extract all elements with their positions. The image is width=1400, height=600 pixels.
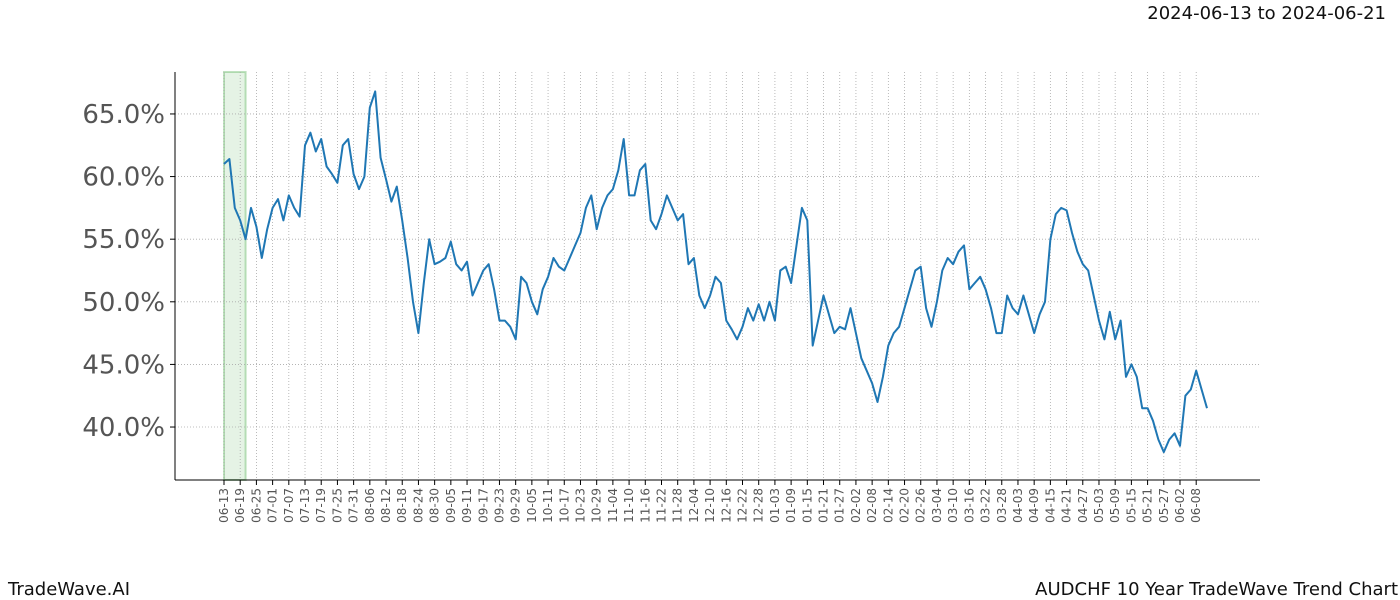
x-tick-label: 12-22 bbox=[736, 488, 750, 523]
x-tick-label: 05-27 bbox=[1157, 488, 1171, 523]
x-tick-label: 10-23 bbox=[573, 488, 587, 523]
x-tick-label: 05-15 bbox=[1124, 488, 1138, 523]
x-tick-label: 05-09 bbox=[1108, 488, 1122, 523]
x-tick-label: 01-27 bbox=[833, 488, 847, 523]
x-tick-label: 10-11 bbox=[541, 488, 555, 523]
x-tick-label: 03-28 bbox=[995, 488, 1009, 523]
x-tick-label: 11-04 bbox=[606, 488, 620, 523]
x-tick-label: 06-19 bbox=[233, 488, 247, 523]
x-tick-label: 07-31 bbox=[347, 488, 361, 523]
x-tick-label: 03-22 bbox=[979, 488, 993, 523]
x-tick-label: 01-21 bbox=[817, 488, 831, 523]
x-tick-label: 08-18 bbox=[395, 488, 409, 523]
x-tick-label: 06-13 bbox=[217, 488, 231, 523]
x-tick-label: 08-24 bbox=[411, 488, 425, 523]
x-tick-label: 03-16 bbox=[962, 488, 976, 523]
x-tick-label: 05-03 bbox=[1092, 488, 1106, 523]
x-tick-label: 11-16 bbox=[638, 488, 652, 523]
x-tick-label: 09-17 bbox=[476, 488, 490, 523]
x-tick-label: 08-30 bbox=[428, 488, 442, 523]
x-tick-label: 02-14 bbox=[881, 488, 895, 523]
y-tick-label: 45.0% bbox=[82, 350, 165, 380]
x-tick-label: 07-13 bbox=[298, 488, 312, 523]
x-tick-label: 06-25 bbox=[249, 488, 263, 523]
x-tick-label: 04-09 bbox=[1027, 488, 1041, 523]
x-tick-label: 12-04 bbox=[687, 488, 701, 523]
x-tick-label: 10-17 bbox=[557, 488, 571, 523]
x-tick-label: 04-27 bbox=[1076, 488, 1090, 523]
x-tick-label: 04-03 bbox=[1011, 488, 1025, 523]
x-tick-label: 12-28 bbox=[752, 488, 766, 523]
x-tick-label: 10-29 bbox=[590, 488, 604, 523]
x-tick-label: 10-05 bbox=[525, 488, 539, 523]
x-tick-label: 09-23 bbox=[492, 488, 506, 523]
x-tick-label: 04-15 bbox=[1043, 488, 1057, 523]
y-tick-label: 40.0% bbox=[82, 413, 165, 443]
x-tick-label: 09-29 bbox=[509, 488, 523, 523]
x-tick-label: 06-08 bbox=[1189, 488, 1203, 523]
y-tick-label: 50.0% bbox=[82, 288, 165, 318]
chart-subtitle: 2024-06-13 to 2024-06-21 bbox=[1147, 3, 1386, 24]
x-tick-label: 07-19 bbox=[314, 488, 328, 523]
y-tick-label: 55.0% bbox=[82, 225, 165, 255]
chart-title: AUDCHF 10 Year TradeWave Trend Chart bbox=[1035, 579, 1398, 600]
x-tick-label: 03-04 bbox=[930, 488, 944, 523]
x-tick-label: 12-16 bbox=[719, 488, 733, 523]
x-tick-label: 02-26 bbox=[914, 488, 928, 523]
x-tick-label: 01-03 bbox=[768, 488, 782, 523]
x-tick-label: 11-10 bbox=[622, 488, 636, 523]
watermark: TradeWave.AI bbox=[7, 579, 130, 600]
x-tick-label: 03-10 bbox=[946, 488, 960, 523]
x-tick-label: 06-02 bbox=[1173, 488, 1187, 523]
x-tick-label: 07-25 bbox=[330, 488, 344, 523]
x-tick-label: 11-28 bbox=[671, 488, 685, 523]
x-tick-label: 12-10 bbox=[703, 488, 717, 523]
data-line bbox=[223, 90, 1208, 454]
x-tick-label: 02-20 bbox=[898, 488, 912, 523]
x-tick-label: 09-05 bbox=[444, 488, 458, 523]
x-tick-label: 11-22 bbox=[654, 488, 668, 523]
highlight-band bbox=[223, 71, 247, 481]
x-tick-label: 01-15 bbox=[800, 488, 814, 523]
y-tick-label: 65.0% bbox=[82, 100, 165, 130]
x-tick-label: 02-02 bbox=[849, 488, 863, 523]
x-tick-label: 01-09 bbox=[784, 488, 798, 523]
x-tick-label: 09-11 bbox=[460, 488, 474, 523]
x-tick-label: 02-08 bbox=[865, 488, 879, 523]
x-tick-label: 04-21 bbox=[1060, 488, 1074, 523]
x-tick-label: 08-06 bbox=[363, 488, 377, 523]
x-tick-label: 07-07 bbox=[282, 488, 296, 523]
x-tick-label: 05-21 bbox=[1141, 488, 1155, 523]
x-tick-label: 08-12 bbox=[379, 488, 393, 523]
y-tick-label: 60.0% bbox=[82, 163, 165, 193]
x-tick-label: 07-01 bbox=[266, 488, 280, 523]
